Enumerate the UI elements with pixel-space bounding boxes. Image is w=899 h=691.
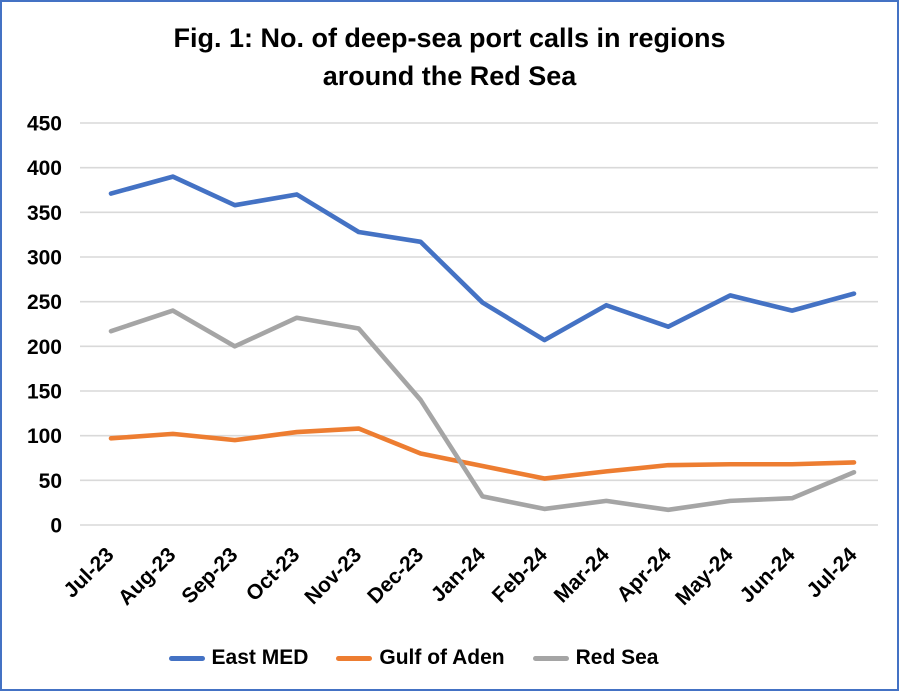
x-axis-tick-label: Oct-23 (242, 543, 304, 605)
legend-label-east-med: East MED (211, 646, 309, 669)
x-axis-tick-label: Feb-24 (488, 543, 552, 607)
y-axis-tick-label: 100 (27, 425, 62, 448)
y-axis-tick-label: 450 (27, 113, 62, 136)
legend: East MED Gulf of Aden Red Sea (2, 643, 897, 673)
x-axis-tick-label: Aug-23 (114, 543, 181, 610)
legend-item-east-med: East MED (168, 646, 309, 670)
legend-item-gulf-of-aden: Gulf of Aden (336, 646, 505, 670)
series-line-gulf-of-aden (108, 426, 857, 481)
legend-swatch-gulf-of-aden (336, 655, 373, 661)
chart-title-line-1: Fig. 1: No. of deep-sea port calls in re… (173, 23, 726, 53)
legend-label-gulf-of-aden: Gulf of Aden (379, 646, 505, 669)
legend-swatch-red-sea (532, 655, 569, 661)
legend-swatch-east-med (168, 655, 205, 661)
x-axis-tick-label: Mar-24 (550, 543, 614, 607)
x-axis-tick-label: May-24 (671, 543, 738, 610)
x-axis-tick-label: Jan-24 (427, 543, 491, 607)
legend-item-red-sea: Red Sea (532, 646, 659, 670)
y-axis-tick-label: 200 (27, 336, 62, 359)
y-axis-tick-label: 300 (27, 247, 62, 270)
y-axis-tick-label: 0 (50, 515, 62, 538)
x-axis-tick-label: Jul-24 (802, 543, 861, 602)
x-axis-tick-label: Jul-23 (59, 543, 118, 602)
y-axis-tick-label: 50 (39, 470, 62, 493)
series-line-red-sea (108, 308, 857, 513)
y-axis-tick-label: 250 (27, 291, 62, 314)
x-axis-tick-label: Apr-24 (612, 543, 676, 607)
x-axis-tick-label: Sep-23 (177, 543, 242, 608)
x-axis-tick-label: Dec-23 (363, 543, 428, 608)
y-axis-tick-label: 400 (27, 157, 62, 180)
x-axis-tick-label: Jun-24 (735, 543, 799, 607)
y-axis-tick-label: 150 (27, 381, 62, 404)
chart-title: Fig. 1: No. of deep-sea port calls in re… (2, 19, 897, 95)
chart-title-line-2: around the Red Sea (322, 61, 577, 91)
legend-label-red-sea: Red Sea (575, 646, 659, 669)
series-line-east-med (108, 174, 857, 343)
y-axis-tick-label: 350 (27, 202, 62, 225)
x-axis-tick-label: Nov-23 (300, 543, 366, 609)
